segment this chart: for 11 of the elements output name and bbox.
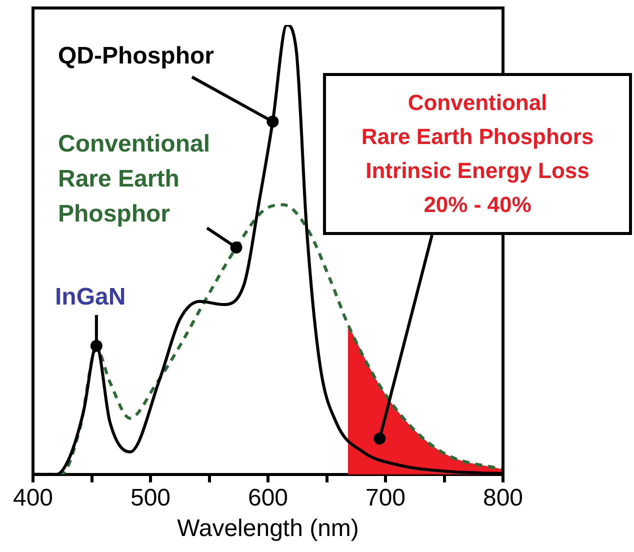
text: QD-Phosphor [58,42,214,70]
x-tick-label: 400 [12,484,54,512]
annotation: Conventional Rare Earth Phosphors Intrinsic Energy Loss 20% - 40% [360,89,595,219]
x-tick-label: 700 [365,484,406,512]
x-tick-label: 600 [248,484,288,512]
x-tick-label: 500 [130,484,171,512]
callout-box: Conventional Rare Earth Phosphors Intrinsic Energy Loss 20% - 40% [323,73,632,235]
series-label: Conventional Rare Earth Phosphor [58,130,210,228]
annotation: InGaN [55,284,126,311]
x-axis-title: Wavelength (nm) [177,515,359,542]
x-tick-label: 800 [482,484,524,512]
